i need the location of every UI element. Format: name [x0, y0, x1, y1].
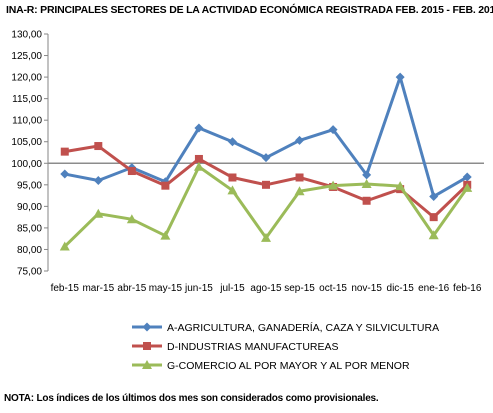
- x-tick-label: nov-15: [351, 283, 382, 294]
- y-tick-label: 85,00: [17, 223, 42, 234]
- data-point-comercio: [328, 180, 339, 190]
- x-tick-label: dic-15: [387, 283, 415, 294]
- y-tick-label: 95,00: [17, 180, 42, 191]
- legend-item-industrias: D-INDUSTRIAS MANUFACTUREAS: [132, 341, 339, 353]
- data-point-agricultura: [362, 170, 372, 180]
- y-tick-label: 110,00: [12, 116, 42, 127]
- data-point-industrias: [228, 173, 237, 182]
- y-tick-label: 125,00: [11, 51, 42, 62]
- x-tick-label: oct-15: [319, 283, 347, 294]
- data-point-agricultura: [93, 176, 103, 186]
- series-comercio: [59, 161, 473, 251]
- x-tick-label: may-15: [149, 283, 183, 294]
- data-point-agricultura: [429, 191, 439, 201]
- x-tick-label: ene-16: [418, 283, 450, 294]
- x-tick-label: sep-15: [284, 283, 315, 294]
- data-point-comercio: [59, 241, 70, 251]
- legend-label: A-AGRICULTURA, GANADERÍA, CAZA Y SILVICU…: [167, 321, 439, 334]
- legend-label: G-COMERCIO AL POR MAYOR Y AL POR MENOR: [167, 360, 410, 372]
- x-tick-label: feb-16: [453, 283, 482, 294]
- legend-label: D-INDUSTRIAS MANUFACTUREAS: [167, 341, 339, 353]
- data-point-industrias: [362, 196, 371, 205]
- data-point-comercio: [428, 230, 439, 240]
- series-line-agricultura: [64, 75, 468, 198]
- chart-axes: 130,00 125,00 120,00 115,00 110,00 105,00 100,…: [11, 30, 481, 295]
- data-point-industrias: [127, 167, 136, 176]
- x-tick-label: jul-15: [219, 283, 245, 294]
- data-point-agricultura: [328, 125, 338, 135]
- data-point-comercio: [361, 178, 372, 188]
- data-point-comercio: [193, 161, 204, 171]
- data-point-agricultura: [227, 137, 237, 147]
- data-point-comercio: [126, 214, 137, 224]
- data-point-industrias: [262, 180, 270, 189]
- y-tick-label: 90,00: [17, 202, 42, 213]
- data-point-comercio: [294, 186, 305, 196]
- legend-marker: [142, 360, 152, 369]
- y-tick-label: 75,00: [17, 267, 42, 278]
- x-tick-label: feb-15: [51, 283, 80, 294]
- y-tick-label: 105,00: [11, 137, 42, 148]
- data-point-comercio: [93, 208, 104, 218]
- data-point-comercio: [462, 182, 473, 192]
- data-point-industrias: [429, 213, 438, 222]
- data-point-industrias: [194, 154, 203, 163]
- x-tick-label: ago-15: [250, 283, 282, 294]
- chart-legend: A-AGRICULTURA, GANADERÍA, CAZA Y SILVICU…: [132, 321, 439, 372]
- legend-marker: [143, 342, 151, 350]
- legend-marker: [142, 322, 152, 332]
- data-point-industrias: [161, 181, 170, 190]
- y-tick-label: 80,00: [17, 245, 42, 256]
- data-point-agricultura: [194, 123, 204, 133]
- data-point-industrias: [60, 147, 69, 156]
- y-tick-label: 115,00: [12, 94, 42, 105]
- data-point-comercio: [395, 181, 406, 191]
- data-point-comercio: [261, 232, 271, 242]
- data-point-agricultura: [60, 169, 70, 179]
- data-point-agricultura: [462, 172, 472, 182]
- legend-item-agricultura: A-AGRICULTURA, GANADERÍA, CAZA Y SILVICU…: [132, 321, 439, 334]
- y-tick-label: 130,00: [11, 30, 42, 41]
- series-group: [59, 72, 473, 251]
- chart-note: NOTA: Los índices de los últimos dos mes…: [4, 393, 379, 404]
- y-tick-label: 120,00: [11, 73, 42, 84]
- data-point-agricultura: [261, 153, 271, 163]
- x-tick-label: mar-15: [82, 283, 114, 294]
- data-point-comercio: [227, 185, 238, 195]
- data-point-industrias: [295, 173, 304, 182]
- legend-item-comercio: G-COMERCIO AL POR MAYOR Y AL POR MENOR: [132, 360, 410, 372]
- x-tick-label: jun-15: [184, 283, 213, 294]
- data-point-agricultura: [295, 135, 305, 145]
- x-tick-label: abr-15: [117, 283, 146, 294]
- data-point-agricultura: [395, 72, 405, 82]
- data-point-industrias: [94, 142, 103, 151]
- data-point-comercio: [160, 230, 171, 240]
- y-tick-label: 100,00: [11, 159, 42, 170]
- chart-title: INA-R: PRINCIPALES SECTORES DE LA ACTIVI…: [6, 4, 493, 16]
